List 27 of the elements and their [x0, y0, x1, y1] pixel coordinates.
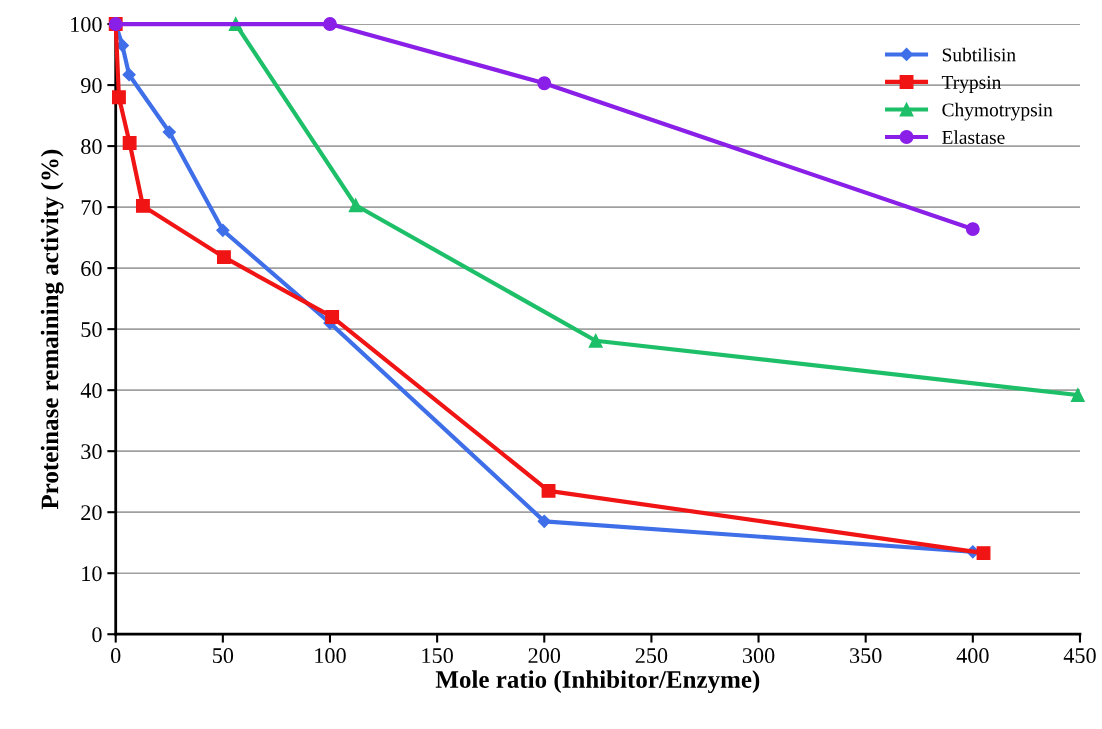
- x-tick-label: 0: [111, 648, 121, 664]
- y-tick-label: 10: [82, 566, 102, 582]
- y-tick-label: 60: [81, 261, 102, 277]
- y-tick-label: 70: [81, 200, 102, 216]
- y-tick-label: 20: [81, 505, 102, 521]
- x-tick-label: 300: [742, 648, 775, 664]
- x-tick-label: 100: [315, 648, 346, 664]
- legend-label: Subtilisin: [942, 47, 1016, 62]
- y-tick-label: 90: [81, 78, 102, 93]
- y-tick-label: 50: [81, 322, 102, 338]
- y-tick-label: 40: [80, 383, 102, 399]
- legend-label: Trypsin: [941, 75, 1002, 93]
- x-tick-label: 50: [213, 648, 234, 664]
- x-tick-label: 450: [1063, 648, 1096, 664]
- x-tick-label: 400: [956, 648, 989, 664]
- y-tick-label: 30: [81, 444, 102, 460]
- x-tick-label: 200: [528, 648, 561, 664]
- x-tick-label: 250: [635, 648, 668, 664]
- y-tick-label: 0: [92, 627, 102, 643]
- y-axis-title: Proteinase remaining activity (%): [40, 149, 64, 510]
- y-tick-label: 100: [71, 16, 102, 32]
- legend-label: Elastase: [942, 130, 1005, 144]
- legend-label: Chymotrypsin: [942, 102, 1053, 121]
- x-tick-label: 350: [850, 648, 882, 664]
- x-tick-label: 150: [422, 648, 453, 664]
- y-tick-label: 80: [81, 139, 102, 155]
- x-axis-title: Mole ratio (Inhibitor/Enzyme): [435, 670, 760, 694]
